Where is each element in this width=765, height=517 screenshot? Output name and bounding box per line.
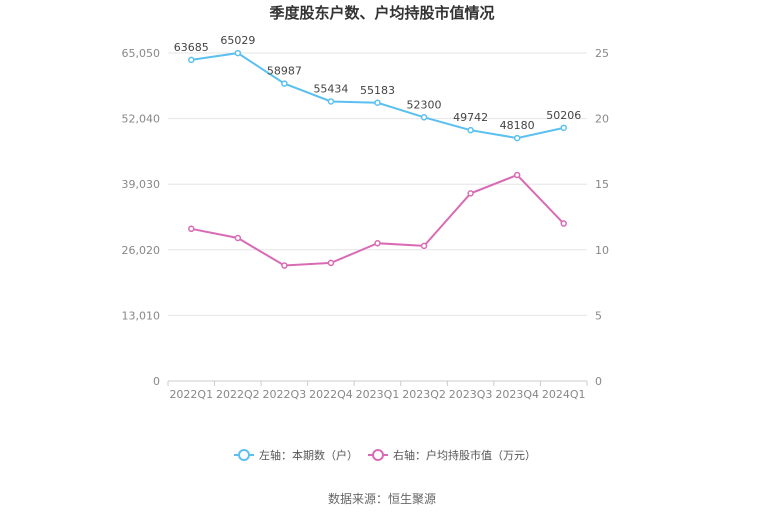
left-tick-label: 0 (153, 375, 160, 388)
series-2-point[interactable] (234, 234, 242, 242)
legend-marker (238, 449, 250, 461)
series-2-point[interactable] (188, 225, 195, 233)
series-2-point[interactable] (420, 242, 428, 250)
series-2-point[interactable] (281, 262, 288, 269)
data-label: 65029 (220, 34, 255, 47)
data-label: 52300 (407, 98, 442, 111)
x-tick-label: 2022Q4 (309, 388, 353, 401)
source-note: 数据来源：恒生聚源 (328, 491, 436, 506)
left-axis-ticks: 0 13,010 26,020 39,030 52,040 65,050 (122, 47, 161, 388)
series-2-point[interactable] (374, 239, 381, 247)
data-label: 50206 (546, 109, 581, 122)
series-1-point[interactable] (467, 126, 474, 134)
right-tick-label: 10 (595, 244, 609, 257)
right-tick-label: 25 (595, 47, 609, 60)
data-label: 48180 (500, 119, 535, 132)
left-tick-label: 13,010 (122, 309, 161, 322)
x-axis-ticks: 2022Q1 2022Q2 2022Q3 2022Q4 2023Q1 2023Q2 2023… (167, 381, 588, 401)
series-1-point[interactable] (420, 114, 428, 121)
series-2-point[interactable] (327, 259, 335, 267)
x-tick-label: 2023Q3 (449, 388, 493, 401)
data-label: 49742 (453, 111, 488, 124)
series-1-point[interactable] (188, 56, 195, 64)
legend[interactable]: 左轴：本期数（户） 右轴：户均持股市值（万元） (234, 448, 536, 462)
series-1-point[interactable] (513, 134, 521, 142)
x-tick-label: 2024Q1 (542, 388, 586, 401)
right-tick-label: 15 (595, 178, 609, 191)
legend-item-2[interactable]: 右轴：户均持股市值（万元） (368, 448, 536, 462)
left-tick-label: 39,030 (122, 178, 161, 191)
data-label: 55434 (313, 82, 348, 95)
left-tick-label: 26,020 (122, 244, 161, 257)
series-1-point[interactable] (560, 124, 567, 132)
series-1-point[interactable] (281, 80, 288, 87)
right-axis-ticks: 0 5 10 15 20 25 (595, 47, 609, 388)
x-tick-label: 2022Q3 (263, 388, 307, 401)
series-1-point[interactable] (327, 98, 335, 105)
x-tick-label: 2023Q1 (356, 388, 400, 401)
chart-title: 季度股东户数、户均持股市值情况 (269, 4, 494, 22)
data-label: 55183 (360, 84, 395, 97)
series-line-2 (191, 173, 565, 267)
data-label: 58987 (267, 65, 302, 78)
series-1-point[interactable] (234, 49, 242, 57)
x-tick-label: 2022Q2 (216, 388, 260, 401)
left-tick-label: 65,050 (122, 47, 161, 60)
x-tick-label: 2023Q4 (495, 388, 539, 401)
legend-label: 左轴：本期数（户） (259, 448, 358, 462)
right-tick-label: 0 (595, 375, 602, 388)
data-label: 63685 (174, 41, 209, 54)
series-2-point[interactable] (560, 220, 567, 227)
right-tick-label: 5 (595, 309, 602, 322)
legend-marker (372, 449, 384, 461)
legend-item-1[interactable]: 左轴：本期数（户） (234, 448, 358, 462)
series-group: 63685 65029 58987 55434 55183 52300 49742 48180… (174, 34, 581, 269)
x-tick-label: 2022Q1 (169, 388, 213, 401)
series-1-point[interactable] (374, 99, 381, 107)
series-2-point[interactable] (467, 190, 474, 197)
x-tick-label: 2023Q2 (402, 388, 446, 401)
legend-label: 右轴：户均持股市值（万元） (393, 448, 536, 462)
left-tick-label: 52,040 (122, 113, 161, 126)
series-2-point[interactable] (513, 171, 521, 179)
right-tick-label: 20 (595, 113, 609, 126)
